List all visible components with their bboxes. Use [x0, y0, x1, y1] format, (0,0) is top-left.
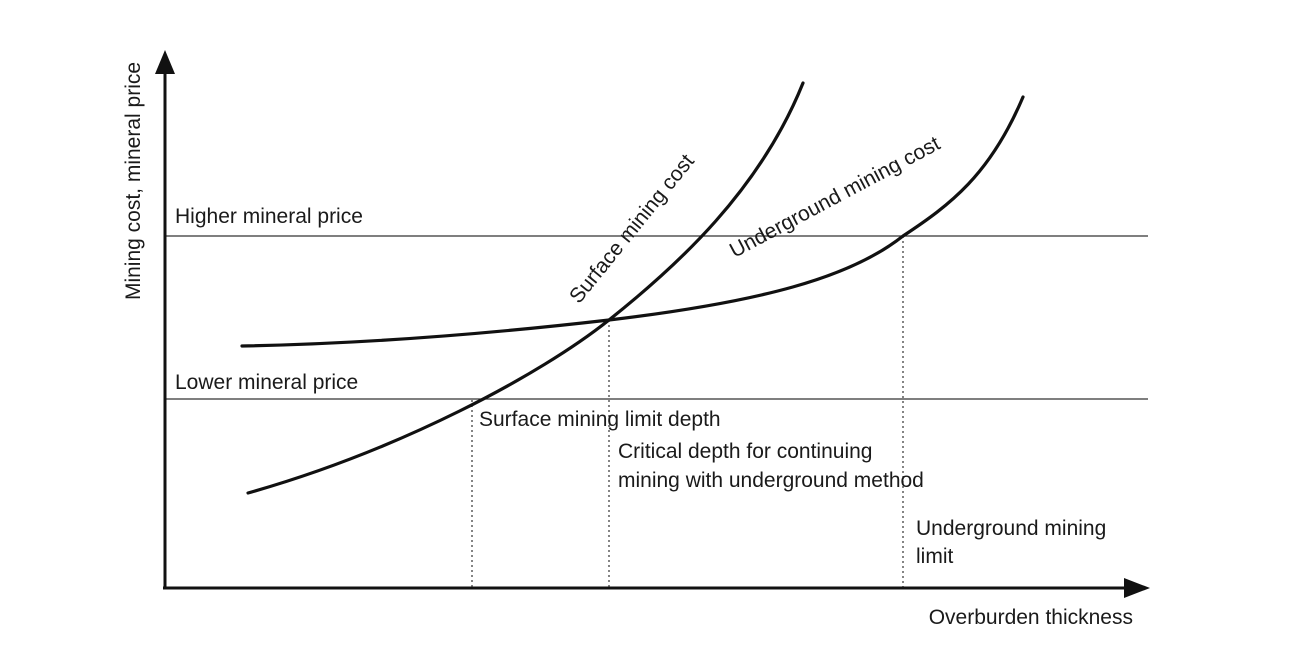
higher-price-label: Higher mineral price: [175, 205, 363, 228]
critical-depth-label-line-2: mining with underground method: [618, 469, 924, 492]
underground-mining-cost-curve: [240, 95, 1025, 348]
x-axis-title: Overburden thickness: [929, 606, 1133, 629]
underground-limit-label-line-1: Underground mining: [916, 517, 1106, 540]
y-axis-title: Mining cost, mineral price: [122, 62, 145, 300]
underground-limit-label-line-2: limit: [916, 545, 953, 568]
surface-mining-cost-curve: [246, 81, 805, 495]
x-axis-arrowhead: [1124, 578, 1150, 598]
surface-cost-curve-label: Surface mining cost: [565, 150, 699, 308]
lower-price-label: Lower mineral price: [175, 371, 358, 394]
y-axis-arrowhead: [155, 50, 175, 74]
critical-depth-label-line-1: Critical depth for continuing: [618, 440, 872, 463]
surface-limit-label: Surface mining limit depth: [479, 408, 721, 431]
underground-cost-curve-label: Underground mining cost: [726, 132, 944, 263]
